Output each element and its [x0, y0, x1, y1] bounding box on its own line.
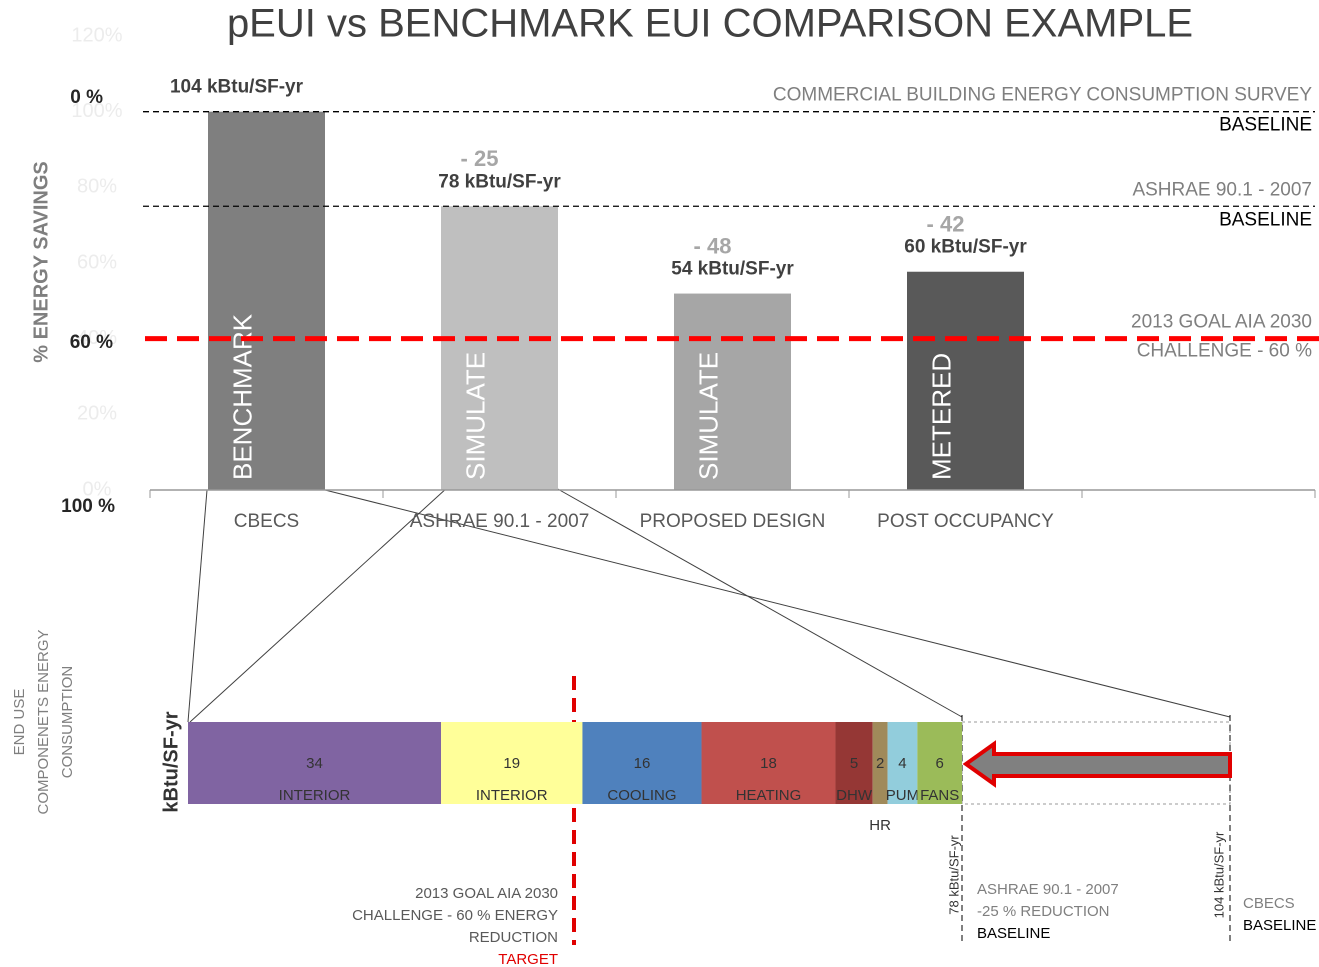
segment-name: INTERIOR — [476, 787, 548, 804]
y2-tick-label: 80% — [77, 176, 117, 198]
segment-value: 16 — [634, 755, 651, 772]
value-label: 78 kBtu/SF-yr — [438, 171, 561, 192]
savings-label: - 48 — [694, 233, 732, 258]
segment — [582, 722, 702, 804]
connector — [324, 489, 1231, 718]
y2-tick-label: 0% — [83, 478, 112, 500]
savings-tick: 0 % — [70, 87, 103, 108]
connector — [187, 489, 208, 723]
target-label: CHALLENGE - 60 % ENERGY — [352, 907, 558, 924]
segment-value: 6 — [936, 755, 944, 772]
segment-name: FANS — [920, 787, 959, 804]
reference-label: BASELINE — [1219, 209, 1312, 230]
segment — [188, 722, 442, 804]
marker-note: CBECS — [1243, 895, 1295, 912]
side-label: CONSUMPTION — [59, 666, 76, 779]
y2-tick-label: 60% — [77, 251, 117, 273]
x-tick-label: ASHRAE 90.1 - 2007 — [410, 511, 590, 532]
reference-label: BASELINE — [1219, 115, 1312, 136]
bar-label: METERED — [926, 353, 956, 480]
segment — [887, 722, 918, 804]
segment-value: 34 — [306, 755, 323, 772]
bar — [208, 111, 325, 491]
y2-tick-label: 100% — [71, 100, 122, 122]
segment — [835, 722, 873, 804]
bottom-y-label: kBtu/SF-yr — [160, 711, 182, 812]
value-label: 54 kBtu/SF-yr — [671, 259, 794, 280]
x-tick-label: PROPOSED DESIGN — [640, 511, 826, 532]
segment — [872, 722, 888, 804]
side-label: END USE — [11, 689, 28, 756]
segment-name: INTERIOR — [279, 787, 351, 804]
marker-label: 78 kBtu/SF-yr — [946, 835, 961, 915]
segment — [441, 722, 583, 804]
x-tick-label: POST OCCUPANCY — [877, 511, 1054, 532]
marker-note: -25 % REDUCTION — [977, 903, 1110, 920]
marker-note: ASHRAE 90.1 - 2007 — [977, 881, 1119, 898]
bar-label: SIMULATE — [693, 352, 723, 480]
segment-value: 18 — [760, 755, 777, 772]
side-label: COMPONENETS ENERGY — [35, 629, 52, 814]
x-tick-label: CBECS — [234, 511, 299, 532]
segment-value: 4 — [898, 755, 906, 772]
segment-name: HR — [869, 817, 891, 834]
connector — [555, 487, 963, 718]
connector — [189, 486, 449, 723]
savings-label: - 25 — [461, 146, 499, 171]
segment-name: HEATING — [736, 787, 802, 804]
reference-label: CHALLENGE - 60 % — [1137, 341, 1312, 362]
y2-tick-label: 120% — [71, 24, 122, 46]
target-label: 2013 GOAL AIA 2030 — [415, 885, 558, 902]
marker-note: BASELINE — [977, 925, 1050, 942]
y-axis-label: % ENERGY SAVINGS — [30, 161, 52, 363]
value-label: 104 kBtu/SF-yr — [170, 77, 304, 98]
target-label: TARGET — [498, 951, 558, 967]
y2-tick-label: 40% — [77, 327, 117, 349]
chart-title: pEUI vs BENCHMARK EUI COMPARISON EXAMPLE — [227, 2, 1193, 46]
segment-value: 2 — [876, 755, 884, 772]
connectors — [187, 486, 1231, 723]
reference-label: 2013 GOAL AIA 2030 — [1131, 312, 1312, 333]
segment-value: 5 — [850, 755, 858, 772]
bar — [674, 293, 791, 490]
target-label: REDUCTION — [469, 929, 558, 946]
segment — [917, 722, 962, 804]
bar-label: SIMULATE — [460, 352, 490, 480]
marker-note: BASELINE — [1243, 917, 1316, 934]
savings-tick: 100 % — [61, 496, 115, 517]
segment-name: PUM — [886, 787, 919, 804]
segment — [701, 722, 836, 804]
segment-name: COOLING — [607, 787, 676, 804]
reference-label: ASHRAE 90.1 - 2007 — [1132, 179, 1312, 200]
reduction-arrow — [962, 740, 1232, 788]
reference-label: COMMERCIAL BUILDING ENERGY CONSUMPTION S… — [773, 85, 1312, 106]
value-label: 60 kBtu/SF-yr — [904, 237, 1027, 258]
segment-value: 19 — [503, 755, 520, 772]
segment-name: DHW — [836, 787, 873, 804]
bar — [907, 271, 1024, 490]
savings-label: - 42 — [927, 212, 965, 237]
bar — [441, 206, 558, 490]
marker-label: 104 kBtu/SF-yr — [1211, 831, 1226, 918]
y2-tick-label: 20% — [77, 403, 117, 425]
savings-tick: 60 % — [70, 332, 113, 353]
